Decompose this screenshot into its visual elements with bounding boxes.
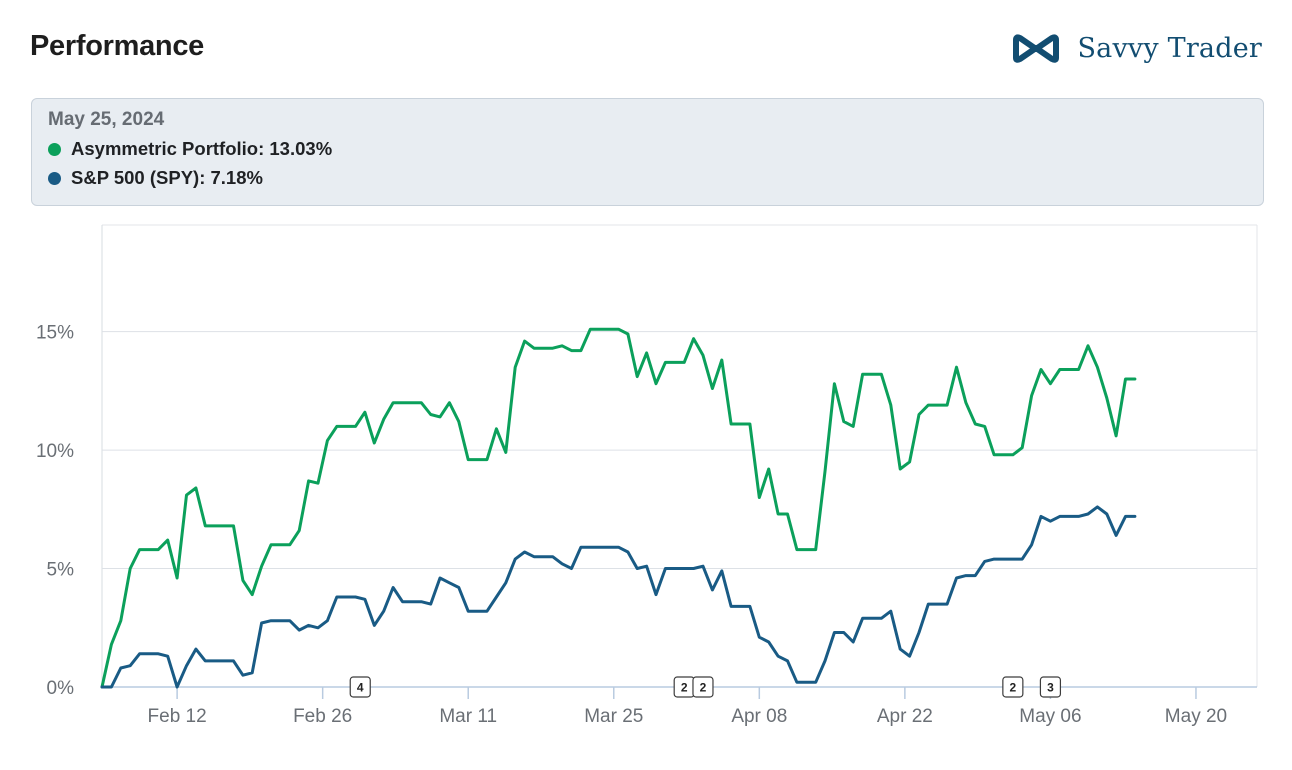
chart-tooltip: May 25, 2024 Asymmetric Portfolio: 13.03…: [31, 98, 1264, 206]
event-marker-count: 2: [700, 681, 707, 695]
y-tick-label: 5%: [47, 560, 75, 581]
tooltip-portfolio-value: Asymmetric Portfolio: 13.03%: [71, 138, 333, 159]
y-tick-label: 10%: [36, 441, 74, 462]
tooltip-spy-value: S&P 500 (SPY): 7.18%: [71, 167, 263, 188]
event-marker[interactable]: 2: [692, 676, 714, 698]
event-marker-count: 4: [357, 681, 364, 695]
chart-axes: 0% 5% 10% 15% Feb 12 Feb 26 Mar 11 Mar 25 Apr 08…: [36, 323, 1257, 727]
tooltip-date: May 25, 2024: [48, 109, 165, 130]
event-marker-box[interactable]: [349, 676, 371, 698]
x-tick-label: Mar 25: [584, 706, 643, 727]
portfolio-legend-dot: [48, 142, 61, 156]
x-tick-label: Apr 08: [731, 706, 787, 727]
tooltip-row-spy: S&P 500 (SPY): 7.18%: [48, 167, 1247, 189]
spy-legend-dot: [48, 171, 61, 185]
x-tick-label: Feb 26: [293, 706, 352, 727]
chart-grid: [101, 224, 1258, 687]
chart-series[interactable]: [100, 327, 1137, 689]
y-tick-label: 0%: [47, 678, 75, 699]
x-tick-label: Mar 11: [439, 706, 497, 727]
event-marker[interactable]: 2: [673, 676, 695, 698]
event-marker-count: 2: [681, 681, 688, 695]
x-tick-label: Apr 22: [877, 706, 933, 727]
event-marker-count: 3: [1047, 681, 1054, 695]
event-marker-count: 2: [1010, 681, 1017, 695]
savvy-trader-logo-icon: [1013, 34, 1060, 63]
brand[interactable]: Savvy Trader: [1009, 30, 1262, 66]
event-marker[interactable]: 4: [349, 676, 371, 698]
y-tick-label: 15%: [36, 323, 74, 344]
portfolio-series-line[interactable]: [100, 327, 1137, 689]
page-title: Performance: [30, 30, 204, 62]
spy-series-line[interactable]: [100, 505, 1137, 689]
x-tick-label: May 20: [1165, 706, 1227, 727]
event-marker-box[interactable]: [1002, 676, 1024, 698]
event-marker[interactable]: 2: [1002, 676, 1024, 698]
x-tick-label: Feb 12: [148, 706, 207, 727]
x-tick-label: May 06: [1019, 706, 1081, 727]
brand-name: Savvy Trader: [1077, 32, 1262, 64]
event-marker[interactable]: 3: [1039, 676, 1062, 698]
event-marker-box[interactable]: [1039, 676, 1062, 698]
tooltip-row-portfolio: Asymmetric Portfolio: 13.03%: [48, 138, 1247, 160]
event-marker-box[interactable]: [692, 676, 714, 698]
